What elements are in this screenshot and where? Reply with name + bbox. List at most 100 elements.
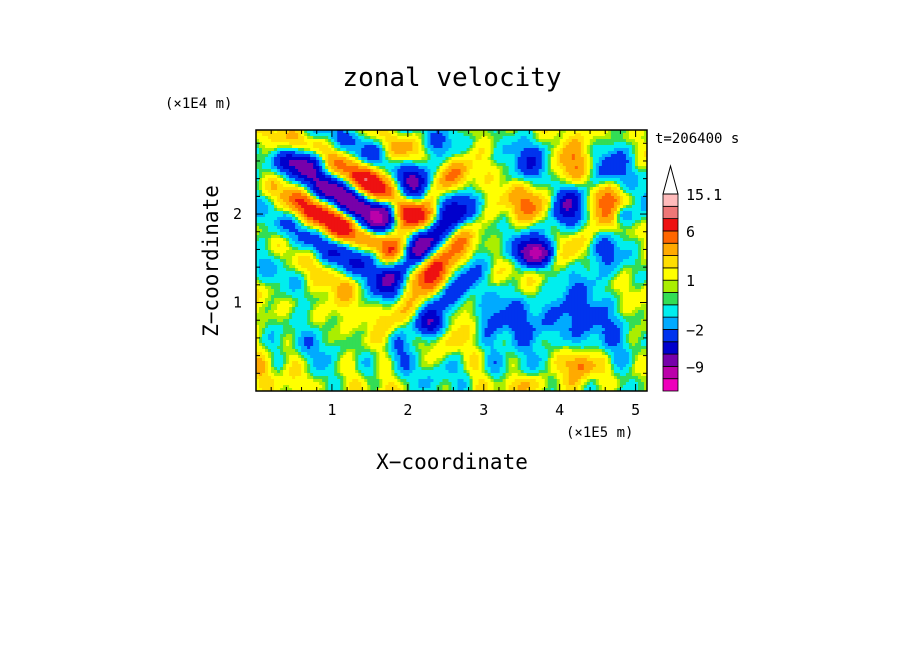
field-cell — [508, 133, 513, 137]
field-cell — [403, 226, 407, 230]
field-cell — [496, 148, 501, 152]
field-cell — [337, 235, 341, 239]
field-cell — [403, 232, 407, 236]
field-cell — [457, 232, 462, 236]
field-cell — [337, 184, 341, 188]
field-cell — [343, 199, 347, 203]
field-cell — [361, 235, 365, 239]
field-cell — [439, 214, 444, 218]
field-cell — [529, 238, 534, 242]
field-cell — [550, 154, 555, 158]
field-cell — [274, 223, 278, 227]
field-cell — [577, 205, 582, 209]
field-cell — [352, 154, 356, 158]
field-cell — [589, 229, 594, 233]
field-cell — [628, 130, 633, 134]
field-cell — [259, 226, 263, 230]
field-cell — [394, 187, 398, 191]
field-cell — [448, 235, 453, 239]
field-cell — [454, 187, 459, 191]
field-cell — [628, 160, 633, 164]
field-cell — [415, 175, 420, 179]
field-cell — [520, 184, 525, 188]
field-cell — [502, 220, 507, 224]
field-cell — [316, 130, 320, 134]
field-cell — [541, 205, 546, 209]
field-cell — [283, 166, 287, 170]
field-cell — [391, 151, 395, 155]
field-cell — [541, 172, 546, 176]
field-cell — [304, 241, 308, 245]
field-cell — [628, 166, 633, 170]
field-cell — [292, 208, 296, 212]
field-cell — [322, 172, 326, 176]
field-cell — [493, 157, 498, 161]
field-cell — [352, 160, 356, 164]
field-cell — [559, 184, 564, 188]
field-cell — [511, 205, 516, 209]
field-cell — [364, 205, 368, 209]
field-cell — [289, 193, 293, 197]
field-cell — [481, 178, 486, 182]
field-cell — [424, 130, 429, 134]
field-cell — [439, 229, 444, 233]
field-cell — [556, 172, 561, 176]
field-cell — [643, 178, 647, 182]
field-cell — [262, 145, 266, 149]
field-cell — [307, 202, 311, 206]
field-cell — [322, 184, 326, 188]
field-cell — [487, 142, 492, 146]
field-cell — [379, 199, 383, 203]
field-cell — [529, 241, 534, 245]
field-cell — [541, 226, 546, 230]
field-cell — [508, 229, 513, 233]
field-cell — [268, 190, 272, 194]
field-cell — [379, 211, 383, 215]
field-cell — [352, 190, 356, 194]
field-cell — [310, 145, 314, 149]
field-cell — [514, 172, 519, 176]
field-cell — [631, 145, 636, 149]
field-cell — [595, 145, 600, 149]
field-cell — [442, 187, 447, 191]
field-cell — [550, 208, 555, 212]
field-cell — [421, 139, 426, 143]
field-cell — [301, 208, 305, 212]
field-cell — [265, 238, 269, 242]
field-cell — [598, 172, 603, 176]
field-cell — [433, 169, 438, 173]
field-cell — [334, 169, 338, 173]
field-cell — [643, 196, 647, 200]
field-cell — [601, 220, 606, 224]
field-cell — [424, 208, 429, 212]
field-cell — [388, 202, 392, 206]
field-cell — [265, 202, 269, 206]
field-cell — [259, 130, 263, 134]
field-cell — [331, 226, 335, 230]
field-cell — [511, 133, 516, 137]
field-cell — [421, 199, 426, 203]
field-cell — [394, 211, 398, 215]
field-cell — [316, 184, 320, 188]
field-cell — [421, 136, 426, 140]
field-cell — [478, 241, 483, 245]
field-cell — [523, 199, 528, 203]
field-cell — [418, 223, 423, 227]
field-cell — [559, 232, 564, 236]
field-cell — [643, 202, 647, 206]
field-cell — [385, 211, 389, 215]
field-cell — [379, 223, 383, 227]
field-cell — [421, 175, 426, 179]
field-cell — [547, 151, 552, 155]
field-cell — [382, 172, 386, 176]
field-cell — [256, 217, 260, 221]
field-cell — [643, 217, 647, 221]
field-cell — [268, 196, 272, 200]
field-cell — [256, 148, 260, 152]
field-cell — [313, 151, 317, 155]
field-cell — [331, 160, 335, 164]
field-cell — [382, 154, 386, 158]
field-cell — [331, 223, 335, 227]
field-cell — [505, 217, 510, 221]
field-cell — [499, 160, 504, 164]
